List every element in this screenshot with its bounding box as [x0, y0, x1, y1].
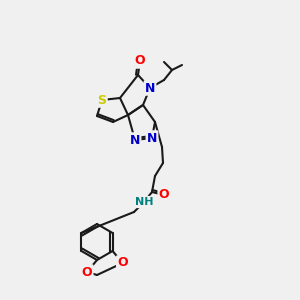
Text: N: N — [145, 82, 155, 94]
Text: O: O — [117, 256, 128, 269]
Text: N: N — [147, 131, 157, 145]
Text: O: O — [135, 55, 145, 68]
Text: NH: NH — [135, 197, 153, 207]
Text: O: O — [159, 188, 169, 202]
Text: N: N — [130, 134, 140, 146]
Text: S: S — [98, 94, 106, 106]
Text: O: O — [82, 266, 92, 278]
